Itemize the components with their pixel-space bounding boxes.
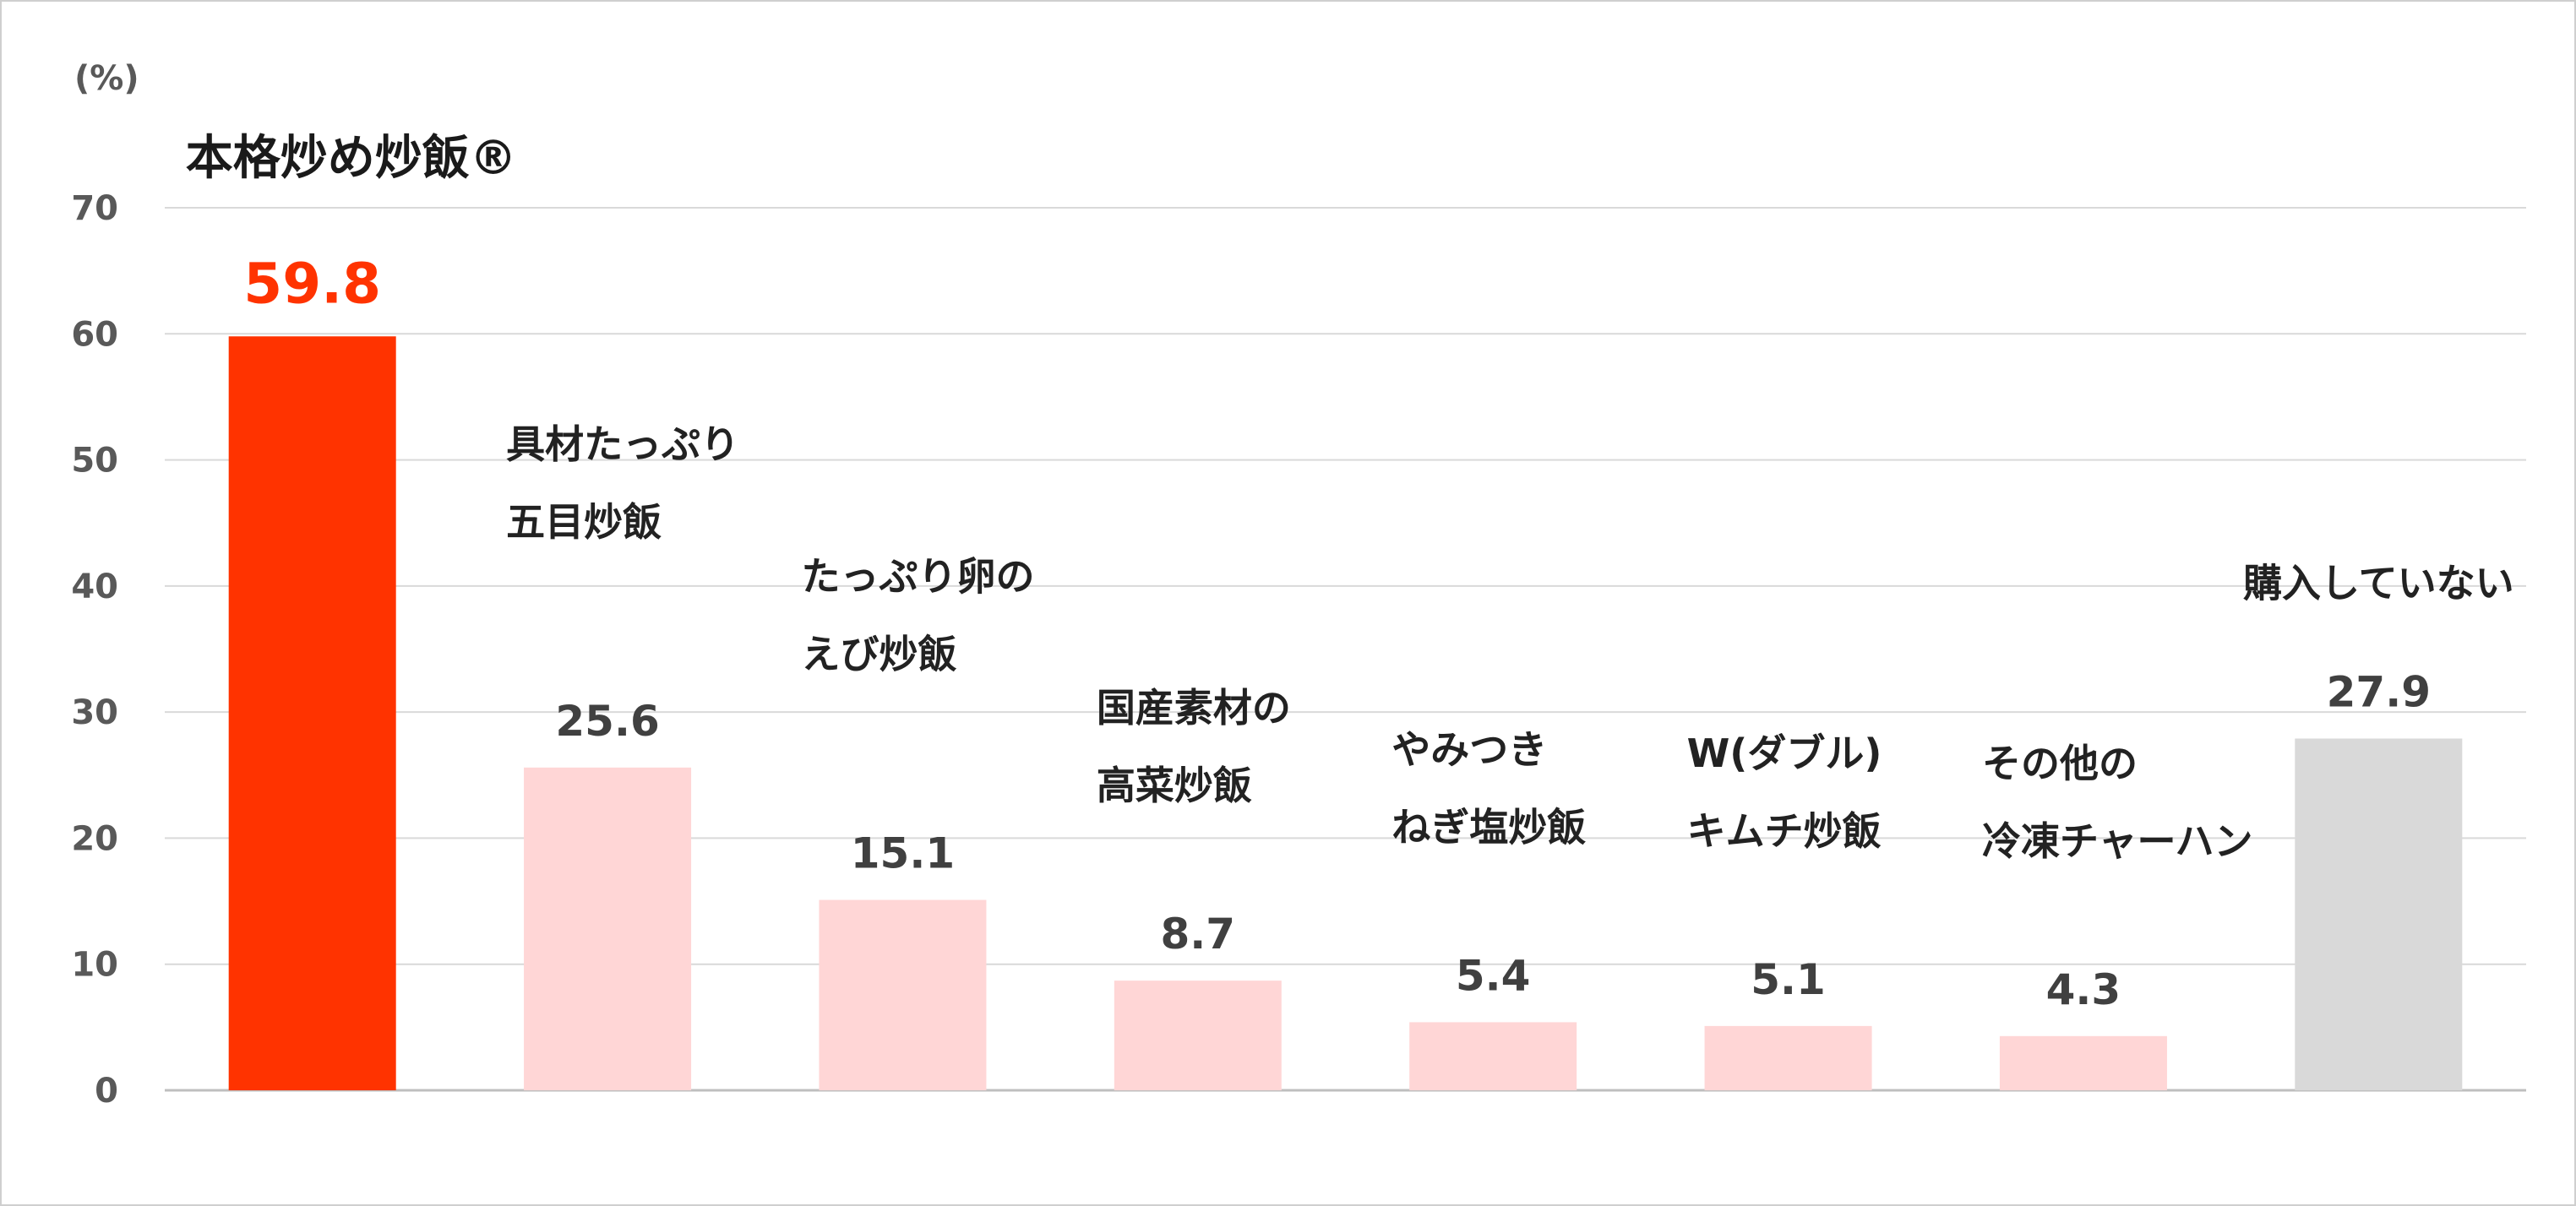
bar-category-label: ねぎ塩炒飯 (1391, 804, 1586, 850)
bar-category-label: たっぷり卵の (801, 554, 1034, 600)
bar-value-label: 5.4 (1456, 951, 1531, 1000)
bar (228, 336, 396, 1090)
bar (1999, 1035, 2167, 1090)
bar-category-label: W(ダブル) (1687, 731, 1882, 776)
bar-value-label: 27.9 (2327, 667, 2431, 716)
bar-value-label: 25.6 (555, 697, 659, 746)
y-tick-label: 70 (71, 189, 118, 228)
bar (2295, 738, 2463, 1090)
y-axis-unit-label: (%) (74, 59, 139, 98)
bar-category-label: えび炒飯 (801, 632, 956, 677)
bar (524, 767, 692, 1090)
y-tick-label: 40 (71, 568, 118, 606)
bar (819, 899, 987, 1090)
bar-category-label: 冷凍チャーハン (1982, 818, 2253, 864)
bar-category-label: やみつき (1391, 726, 1547, 772)
y-tick-label: 60 (71, 315, 118, 354)
y-tick-label: 20 (71, 819, 118, 858)
bar-category-label: 高菜炒飯 (1097, 763, 1252, 808)
y-tick-label: 50 (71, 442, 118, 481)
bar-category-label: その他の (1982, 741, 2138, 786)
bar-value-label: 4.3 (2046, 965, 2121, 1014)
bar-category-label: 五目炒飯 (506, 499, 662, 545)
y-tick-label: 30 (71, 693, 118, 732)
bar-value-label: 15.1 (851, 829, 955, 878)
y-tick-label: 0 (95, 1072, 118, 1111)
bar (1114, 981, 1282, 1090)
bar-value-label: 5.1 (1751, 955, 1826, 1004)
bar-value-label: 8.7 (1161, 910, 1236, 959)
bar-category-label: 具材たっぷり (506, 421, 739, 467)
bar (1409, 1022, 1577, 1090)
bar-category-label: 国産素材の (1097, 685, 1291, 731)
y-tick-label: 10 (71, 946, 118, 985)
bar-category-label: 購入していない (2243, 560, 2514, 606)
bar-value-label: 59.8 (243, 251, 381, 316)
bar-category-label: キムチ炒飯 (1687, 808, 1882, 854)
bar (1704, 1025, 1872, 1090)
bar-category-label: 本格炒め炒飯® (186, 131, 517, 186)
